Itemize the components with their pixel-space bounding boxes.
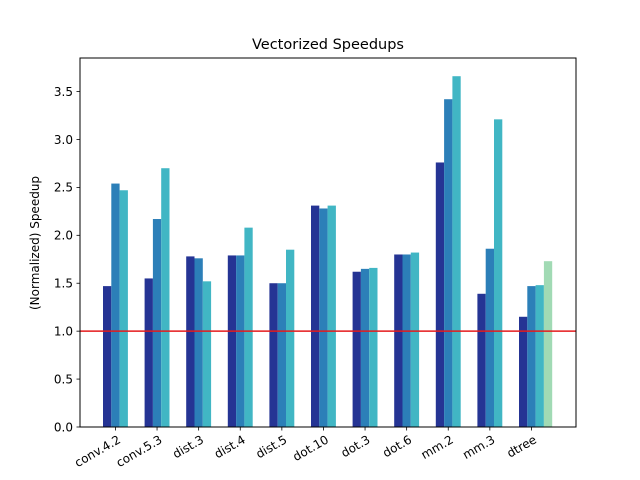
bar-dist-3-series-1	[186, 256, 195, 427]
bar-dtree-series-4	[543, 261, 553, 427]
bar-mm-2-series-2	[444, 99, 453, 428]
y-axis: 0.0 0.5 1.0 1.5 2.0 2.5 3.0 3.5	[54, 85, 80, 434]
bar-dot-10-series-3	[327, 205, 336, 427]
bar-dist-4-series-3	[244, 227, 253, 427]
bar-dist-3-series-3	[202, 281, 212, 427]
y-tick-label: 2.5	[54, 181, 73, 195]
bar-dist-5-series-3	[286, 249, 295, 427]
y-tick-label: 1.5	[54, 277, 73, 291]
bar-mm-2-series-1	[435, 162, 445, 427]
bar-conv-5-3-series-1	[144, 278, 153, 427]
bar-conv-4-2-series-2	[111, 183, 120, 427]
bar-conv-5-3-series-2	[152, 219, 162, 427]
bar-dtree-series-2	[527, 286, 536, 427]
bar-conv-4-2-series-3	[119, 190, 128, 427]
y-tick-label: 0.5	[54, 372, 73, 386]
y-tick-label: 3.5	[54, 85, 73, 99]
bar-mm-3-series-1	[477, 293, 486, 427]
y-tick-label: 2.0	[54, 229, 73, 243]
bar-conv-4-2-series-1	[103, 286, 112, 427]
bar-dot-10-series-2	[319, 208, 328, 427]
bar-mm-3-series-2	[485, 248, 494, 427]
y-tick-label: 0.0	[54, 420, 73, 434]
bar-mm-3-series-3	[494, 119, 503, 427]
bar-dtree-series-3	[535, 285, 544, 427]
plot-frame	[79, 57, 577, 428]
bar-dot-3-series-2	[360, 268, 370, 427]
bar-dot-6-series-2	[402, 254, 411, 427]
bar-dist-4-series-1	[227, 255, 237, 427]
bar-dot-3-series-3	[369, 267, 378, 427]
bar-dist-5-series-1	[269, 283, 278, 427]
bar-dot-10-series-1	[311, 205, 320, 427]
bar-dtree-series-1	[519, 316, 528, 427]
y-tick-label: 3.0	[54, 133, 73, 147]
bar-dist-4-series-2	[236, 255, 245, 427]
y-axis-label: (Normalized) Speedup	[28, 176, 42, 310]
bar-dot-6-series-1	[394, 254, 403, 427]
bar-dot-3-series-1	[352, 271, 361, 427]
bar-conv-5-3-series-3	[161, 168, 170, 427]
y-tick-label: 1.0	[54, 324, 73, 338]
bar-dot-6-series-3	[410, 252, 420, 427]
bar-dist-3-series-2	[194, 258, 203, 427]
bars-group	[103, 76, 553, 428]
chart-title: Vectorized Speedups	[252, 37, 404, 53]
bar-mm-2-series-3	[452, 76, 461, 428]
bar-dist-5-series-2	[277, 283, 286, 427]
